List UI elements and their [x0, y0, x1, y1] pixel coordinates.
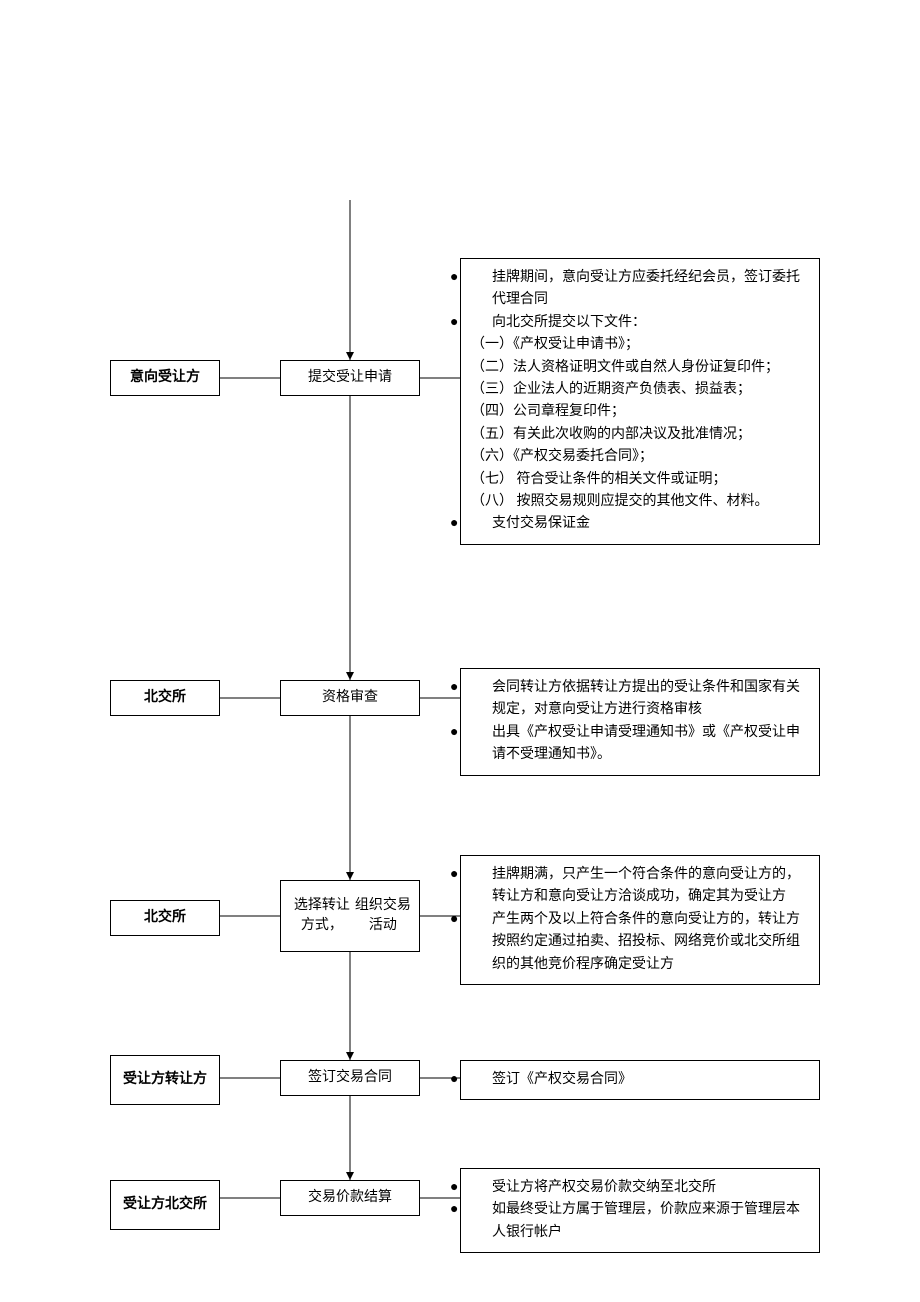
- desc-item: （五）有关此次收购的内部决议及批准情况；: [471, 424, 809, 446]
- step-label-line: 资格审查: [322, 688, 378, 708]
- desc-box-5: 受让方将产权交易价款交纳至北交所如最终受让方属于管理层，价款应来源于管理层本人银…: [460, 1168, 820, 1253]
- desc-box-3: 挂牌期满，只产生一个符合条件的意向受让方的，转让方和意向受让方洽谈成功，确定其为…: [460, 855, 820, 985]
- step-box-1: 提交受让申请: [280, 360, 420, 396]
- actor-label-line: 北交所: [144, 908, 186, 928]
- actor-label-line: 转让方: [165, 1070, 207, 1090]
- step-box-5: 交易价款结算: [280, 1180, 420, 1216]
- actor-label-line: 受让方: [123, 1070, 165, 1090]
- step-box-3: 选择转让方式，组织交易活动: [280, 880, 420, 952]
- actor-box-3: 北交所: [110, 900, 220, 936]
- desc-item: 挂牌期满，只产生一个符合条件的意向受让方的，转让方和意向受让方洽谈成功，确定其为…: [471, 864, 809, 909]
- step-label-line: 交易价款结算: [308, 1188, 392, 1208]
- step-label-line: 签订交易合同: [308, 1068, 392, 1088]
- connector-layer: [0, 0, 920, 1302]
- desc-item: 挂牌期间，意向受让方应委托经纪会员，签订委托代理合同: [471, 267, 809, 312]
- actor-box-5: 受让方北交所: [110, 1180, 220, 1230]
- actor-box-1: 意向受让方: [110, 360, 220, 396]
- desc-box-4: 签订《产权交易合同》: [460, 1060, 820, 1100]
- step-box-2: 资格审查: [280, 680, 420, 716]
- actor-label-line: 受让方: [123, 1195, 165, 1215]
- desc-box-2: 会同转让方依据转让方提出的受让条件和国家有关规定，对意向受让方进行资格审核出具《…: [460, 668, 820, 776]
- actor-box-4: 受让方转让方: [110, 1055, 220, 1105]
- desc-item: （一）《产权受让申请书》；: [471, 334, 809, 356]
- desc-item: （三）企业法人的近期资产负债表、损益表；: [471, 379, 809, 401]
- desc-item: 如最终受让方属于管理层，价款应来源于管理层本人银行帐户: [471, 1199, 809, 1244]
- desc-item: 受让方将产权交易价款交纳至北交所: [471, 1177, 809, 1199]
- desc-item: 支付交易保证金: [471, 513, 809, 535]
- desc-item: 出具《产权受让申请受理通知书》或《产权受让申请不受理通知书》。: [471, 722, 809, 767]
- desc-item: 产生两个及以上符合条件的意向受让方的，转让方按照约定通过拍卖、招投标、网络竞价或…: [471, 909, 809, 976]
- actor-box-2: 北交所: [110, 680, 220, 716]
- flowchart-container: 意向受让方北交所北交所受让方转让方受让方北交所提交受让申请资格审查选择转让方式，…: [0, 0, 920, 1302]
- desc-item: 会同转让方依据转让方提出的受让条件和国家有关规定，对意向受让方进行资格审核: [471, 677, 809, 722]
- desc-item: 签订《产权交易合同》: [471, 1069, 809, 1091]
- desc-item: 向北交所提交以下文件：: [471, 312, 809, 334]
- desc-item: （六）《产权交易委托合同》；: [471, 446, 809, 468]
- actor-label-line: 北交所: [165, 1195, 207, 1215]
- step-label-line: 提交受让申请: [308, 368, 392, 388]
- actor-label-line: 北交所: [144, 688, 186, 708]
- desc-item: （四）公司章程复印件；: [471, 401, 809, 423]
- desc-item: （七） 符合受让条件的相关文件或证明；: [471, 469, 809, 491]
- step-label-line: 组织交易活动: [355, 896, 411, 935]
- desc-box-1: 挂牌期间，意向受让方应委托经纪会员，签订委托代理合同向北交所提交以下文件：（一）…: [460, 258, 820, 545]
- desc-item: （二）法人资格证明文件或自然人身份证复印件；: [471, 357, 809, 379]
- step-label-line: 选择转让方式，: [289, 896, 355, 935]
- step-box-4: 签订交易合同: [280, 1060, 420, 1096]
- desc-item: （八） 按照交易规则应提交的其他文件、材料。: [471, 491, 809, 513]
- actor-label-line: 意向受让方: [130, 368, 200, 388]
